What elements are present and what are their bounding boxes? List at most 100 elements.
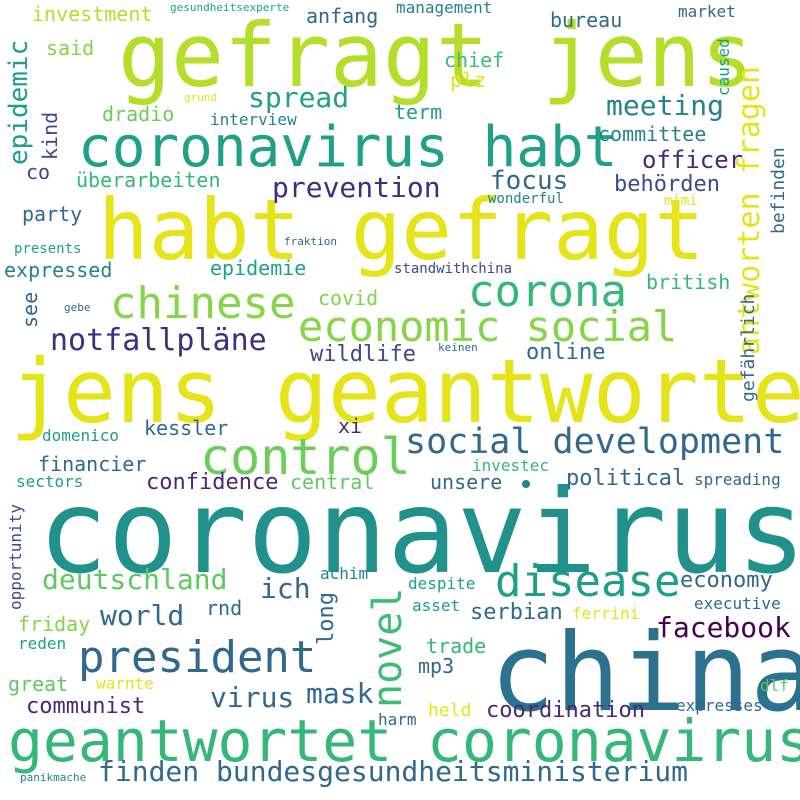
word-panikmache: panikmache bbox=[20, 771, 87, 784]
word-british: british bbox=[646, 270, 731, 294]
word-corona: corona bbox=[468, 266, 627, 317]
word-dlf: dlf bbox=[760, 676, 789, 695]
word-notfallplaene: notfallpläne bbox=[50, 323, 267, 358]
word-market: market bbox=[678, 2, 736, 21]
word-economic-social: economic social bbox=[298, 302, 678, 351]
word-ferrini: ferrini bbox=[572, 604, 640, 623]
word-expressed: expressed bbox=[4, 258, 113, 282]
word-despite: despite bbox=[408, 574, 476, 593]
word-executive: executive bbox=[694, 594, 781, 613]
word-control: control bbox=[200, 428, 411, 486]
word-virus: virus bbox=[210, 681, 295, 714]
word-world: world bbox=[100, 599, 185, 632]
word-financier: financier bbox=[38, 452, 147, 476]
word-epidemic: epidemic bbox=[4, 39, 34, 165]
word-asset: asset bbox=[412, 596, 461, 615]
word-friday: friday bbox=[18, 612, 91, 636]
word-chinese: chinese bbox=[110, 278, 296, 329]
word-disease: disease bbox=[495, 556, 681, 607]
word-standwithchina: standwithchina bbox=[394, 261, 513, 277]
word-officer: officer bbox=[642, 146, 744, 174]
word-interview: interview bbox=[210, 110, 297, 129]
word-committee: committee bbox=[598, 122, 707, 146]
word-gefaehrlich: gefährlich bbox=[738, 293, 759, 402]
word-expresses: expresses bbox=[676, 696, 763, 715]
word-caused: caused bbox=[714, 38, 733, 96]
word-prevention: prevention bbox=[272, 171, 441, 204]
word-harm: harm bbox=[378, 710, 417, 729]
word-achim: achim bbox=[320, 564, 369, 583]
word-coronavirus-habt: coronavirus habt bbox=[78, 115, 618, 180]
word-geantwortet-coronavirus: geantwortet coronavirus bbox=[8, 707, 800, 775]
word-online: online bbox=[526, 340, 606, 365]
word-warnte: warnte bbox=[96, 674, 154, 693]
word-mask: mask bbox=[306, 677, 374, 710]
word-presents: presents bbox=[14, 241, 82, 257]
word-spreading: spreading bbox=[694, 470, 781, 489]
word-kind: kind bbox=[38, 111, 62, 160]
word-coordination: coordination bbox=[486, 698, 645, 723]
word-management: management bbox=[396, 0, 493, 17]
word-rnd: rnd bbox=[206, 596, 243, 620]
word-gefragt-jens: gefragt jens bbox=[118, 4, 754, 107]
word-domenico: domenico bbox=[42, 426, 120, 445]
word-china: china bbox=[490, 611, 800, 736]
word-mimi: mimi bbox=[664, 193, 698, 209]
word-long: long bbox=[314, 592, 339, 645]
word-wildlife: wildlife bbox=[310, 342, 416, 367]
word-social-development: social development bbox=[405, 422, 785, 462]
word-sectors: sectors bbox=[16, 472, 84, 491]
word-held: held bbox=[428, 700, 472, 721]
word-ich: ich bbox=[260, 572, 311, 605]
word-jens-geantwortet: jens geantwortet bbox=[10, 340, 800, 443]
dot-mark bbox=[522, 480, 530, 488]
word-opportunity: opportunity bbox=[6, 504, 25, 610]
word-gebe: gebe bbox=[64, 301, 91, 314]
word-coronavirus: coronavirus bbox=[38, 465, 800, 600]
word-novel: novel bbox=[365, 587, 411, 708]
word-confidence: confidence bbox=[146, 470, 279, 495]
word-great: great bbox=[8, 672, 69, 696]
word-political: political bbox=[566, 466, 686, 491]
word-habt-gefragt: habt gefragt bbox=[98, 181, 705, 279]
word-communist: communist bbox=[26, 694, 146, 719]
word-covid: covid bbox=[318, 286, 379, 310]
word-said: said bbox=[46, 36, 95, 60]
word-deutschland: deutschland bbox=[42, 563, 228, 596]
word-kessler: kessler bbox=[144, 416, 229, 440]
word-term: term bbox=[394, 100, 443, 124]
word-unsere: unsere bbox=[430, 470, 503, 494]
word-serbian: serbian bbox=[470, 600, 563, 625]
word-facebook: facebook bbox=[656, 611, 791, 644]
word-befinden: befinden bbox=[768, 147, 789, 234]
word-fraktion: fraktion bbox=[284, 235, 337, 248]
word-chief: chief bbox=[444, 48, 505, 72]
word-investment: investment bbox=[32, 2, 153, 26]
word-economy: economy bbox=[680, 568, 773, 593]
word-finden-bundesgesundheitsministerium: finden bundesgesundheitsministerium bbox=[98, 755, 689, 788]
word-grund: grund bbox=[184, 91, 218, 104]
word-bureau: bureau bbox=[550, 8, 623, 32]
word-central: central bbox=[290, 470, 375, 494]
word-reden: reden bbox=[18, 634, 67, 653]
word-mp3: mp3 bbox=[418, 654, 455, 678]
word-gesundheitsexperte: gesundheitsexperte bbox=[170, 1, 290, 14]
word-xi: xi bbox=[338, 414, 363, 438]
word-trade: trade bbox=[426, 634, 487, 658]
word-party: party bbox=[22, 202, 83, 226]
word-anfang: anfang bbox=[306, 4, 379, 28]
word-president: president bbox=[78, 632, 317, 683]
word-meeting: meeting bbox=[606, 89, 725, 122]
word-spread: spread bbox=[248, 81, 350, 114]
word-ueberarbeiten: überarbeiten bbox=[76, 168, 221, 192]
word-focus: focus bbox=[490, 166, 569, 196]
word-epidemie: epidemie bbox=[210, 256, 307, 280]
word-wonderful: wonderful bbox=[488, 191, 564, 207]
word-keinen: keinen bbox=[438, 341, 478, 354]
word-investec: investec bbox=[472, 456, 550, 475]
word-behoerden: behörden bbox=[614, 172, 720, 197]
word-plz: plz bbox=[450, 68, 487, 92]
word-dradio: dradio bbox=[102, 102, 175, 126]
word-see: see bbox=[18, 291, 42, 328]
